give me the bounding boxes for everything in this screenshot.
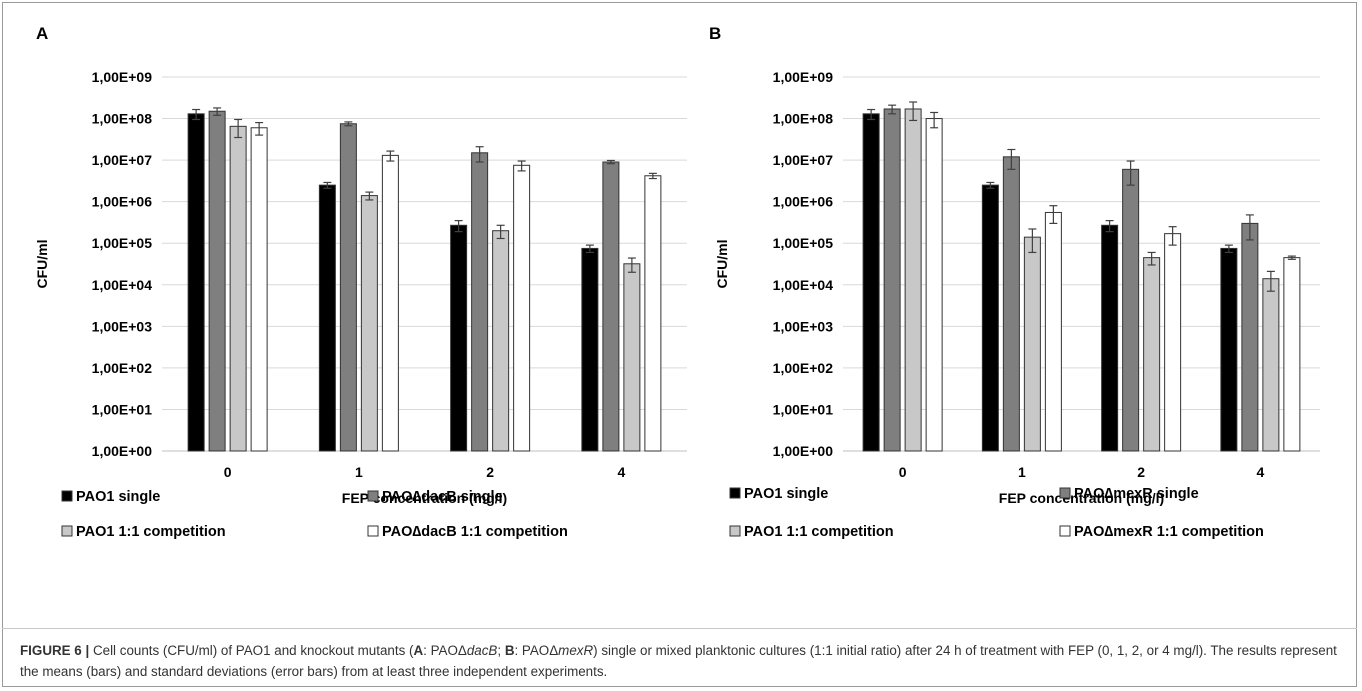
legend-label-2: PAO1 1:1 competition	[76, 524, 226, 540]
bar-2-1	[360, 195, 378, 452]
bar-0-2	[450, 224, 468, 452]
bar-0-0	[862, 113, 880, 452]
panel-label-B: B	[709, 24, 721, 43]
x-tick-label: 0	[899, 464, 907, 480]
y-tick-label: 1,00E+06	[92, 194, 153, 210]
y-axis-title: CFU/ml	[34, 240, 50, 289]
y-tick-label: 1,00E+01	[773, 401, 834, 417]
y-tick-label: 1,00E+09	[92, 69, 153, 85]
bar-3-0	[925, 118, 943, 452]
y-tick-label: 1,00E+03	[773, 318, 834, 334]
y-tick-label: 1,00E+03	[92, 318, 153, 334]
x-tick-label: 1	[355, 464, 363, 480]
bar-1-1	[1002, 156, 1020, 452]
y-tick-label: 1,00E+04	[773, 277, 834, 293]
caption-b-letter: B	[504, 643, 515, 658]
caption-text-1: Cell counts (CFU/ml) of PAO1 and knockou…	[89, 643, 414, 658]
y-tick-label: 1,00E+06	[773, 194, 834, 210]
bar-2-2	[1143, 257, 1161, 452]
panel-label-A: A	[36, 24, 48, 43]
bar-1-0	[883, 108, 901, 452]
legend-label-3: PAO∆dacB 1:1 competition	[382, 524, 568, 540]
bar-1-1	[339, 123, 357, 452]
legend-swatch-2	[729, 525, 741, 537]
legend-swatch-3	[367, 525, 379, 537]
legend-swatch-0	[61, 490, 73, 502]
legend-label-2: PAO1 1:1 competition	[744, 524, 894, 540]
caption-b-colon: : PAO	[514, 643, 550, 658]
caption-a-delta: Δ	[457, 643, 467, 658]
x-tick-label: 1	[1018, 464, 1026, 480]
legend-label-0: PAO1 single	[744, 486, 828, 502]
bar-0-2	[1101, 224, 1119, 452]
legend-label-0: PAO1 single	[76, 489, 160, 505]
x-tick-label: 2	[1137, 464, 1145, 480]
bar-1-3	[602, 161, 620, 452]
y-tick-label: 1,00E+07	[92, 152, 153, 168]
caption-b-gene: mexR	[558, 643, 594, 658]
bar-2-3	[1262, 278, 1280, 452]
caption-sep: ;	[497, 643, 505, 658]
y-tick-label: 1,00E+05	[773, 235, 834, 251]
y-tick-label: 1,00E+01	[92, 401, 153, 417]
bar-2-2	[492, 230, 510, 452]
bar-2-0	[229, 125, 247, 452]
bar-3-1	[381, 154, 399, 452]
bar-2-0	[904, 108, 922, 452]
bar-0-1	[981, 184, 999, 452]
y-axis-title: CFU/ml	[714, 240, 730, 289]
bar-3-2	[513, 164, 531, 452]
x-axis-title: FEP concentration (mg/l)	[999, 490, 1164, 506]
bar-3-1	[1044, 211, 1062, 452]
bar-2-1	[1023, 236, 1041, 452]
y-tick-label: 1,00E+00	[773, 443, 834, 459]
legend-label-1: PAO∆dacB single	[382, 489, 503, 505]
y-tick-label: 1,00E+05	[92, 235, 153, 251]
bar-3-2	[1164, 233, 1182, 452]
x-tick-label: 4	[617, 464, 625, 480]
y-tick-label: 1,00E+09	[773, 69, 834, 85]
legend-swatch-0	[729, 487, 741, 499]
bar-3-3	[644, 175, 662, 452]
caption-a-letter: A	[413, 643, 424, 658]
bar-1-2	[471, 152, 489, 452]
y-tick-label: 1,00E+08	[773, 111, 834, 127]
x-tick-label: 0	[224, 464, 232, 480]
legend-label-3: PAO∆mexR 1:1 competition	[1074, 524, 1264, 540]
legend-swatch-1	[1059, 487, 1071, 499]
legend-swatch-3	[1059, 525, 1071, 537]
bar-0-3	[581, 247, 599, 452]
y-tick-label: 1,00E+07	[773, 152, 834, 168]
legend-swatch-2	[61, 525, 73, 537]
caption-b-delta: Δ	[549, 643, 559, 658]
bar-1-3	[1241, 222, 1259, 452]
bar-3-3	[1283, 257, 1301, 452]
x-tick-label: 4	[1256, 464, 1264, 480]
caption-separator	[2, 628, 1357, 629]
figure-caption: FIGURE 6 | Cell counts (CFU/ml) of PAO1 …	[20, 640, 1345, 682]
x-axis-title: FEP concentration (mg/l)	[342, 490, 507, 506]
y-tick-label: 1,00E+02	[92, 360, 153, 376]
bar-1-2	[1122, 168, 1140, 452]
legend-label-1: PAO∆mexR single	[1074, 486, 1199, 502]
y-tick-label: 1,00E+04	[92, 277, 153, 293]
caption-text-2: ) single or mixed planktonic cultures (1…	[20, 643, 1337, 679]
bar-3-0	[250, 127, 268, 452]
caption-a-colon: : PAO	[423, 643, 458, 658]
bar-0-3	[1220, 247, 1238, 452]
caption-label: FIGURE 6 |	[20, 643, 90, 658]
y-tick-label: 1,00E+00	[92, 443, 153, 459]
y-tick-label: 1,00E+02	[773, 360, 834, 376]
bar-0-0	[187, 113, 205, 452]
bar-1-0	[208, 110, 226, 452]
x-tick-label: 2	[486, 464, 494, 480]
legend-swatch-1	[367, 490, 379, 502]
bar-0-1	[318, 184, 336, 452]
y-tick-label: 1,00E+08	[92, 111, 153, 127]
caption-a-gene: dacB	[466, 643, 498, 658]
bar-2-3	[623, 263, 641, 452]
